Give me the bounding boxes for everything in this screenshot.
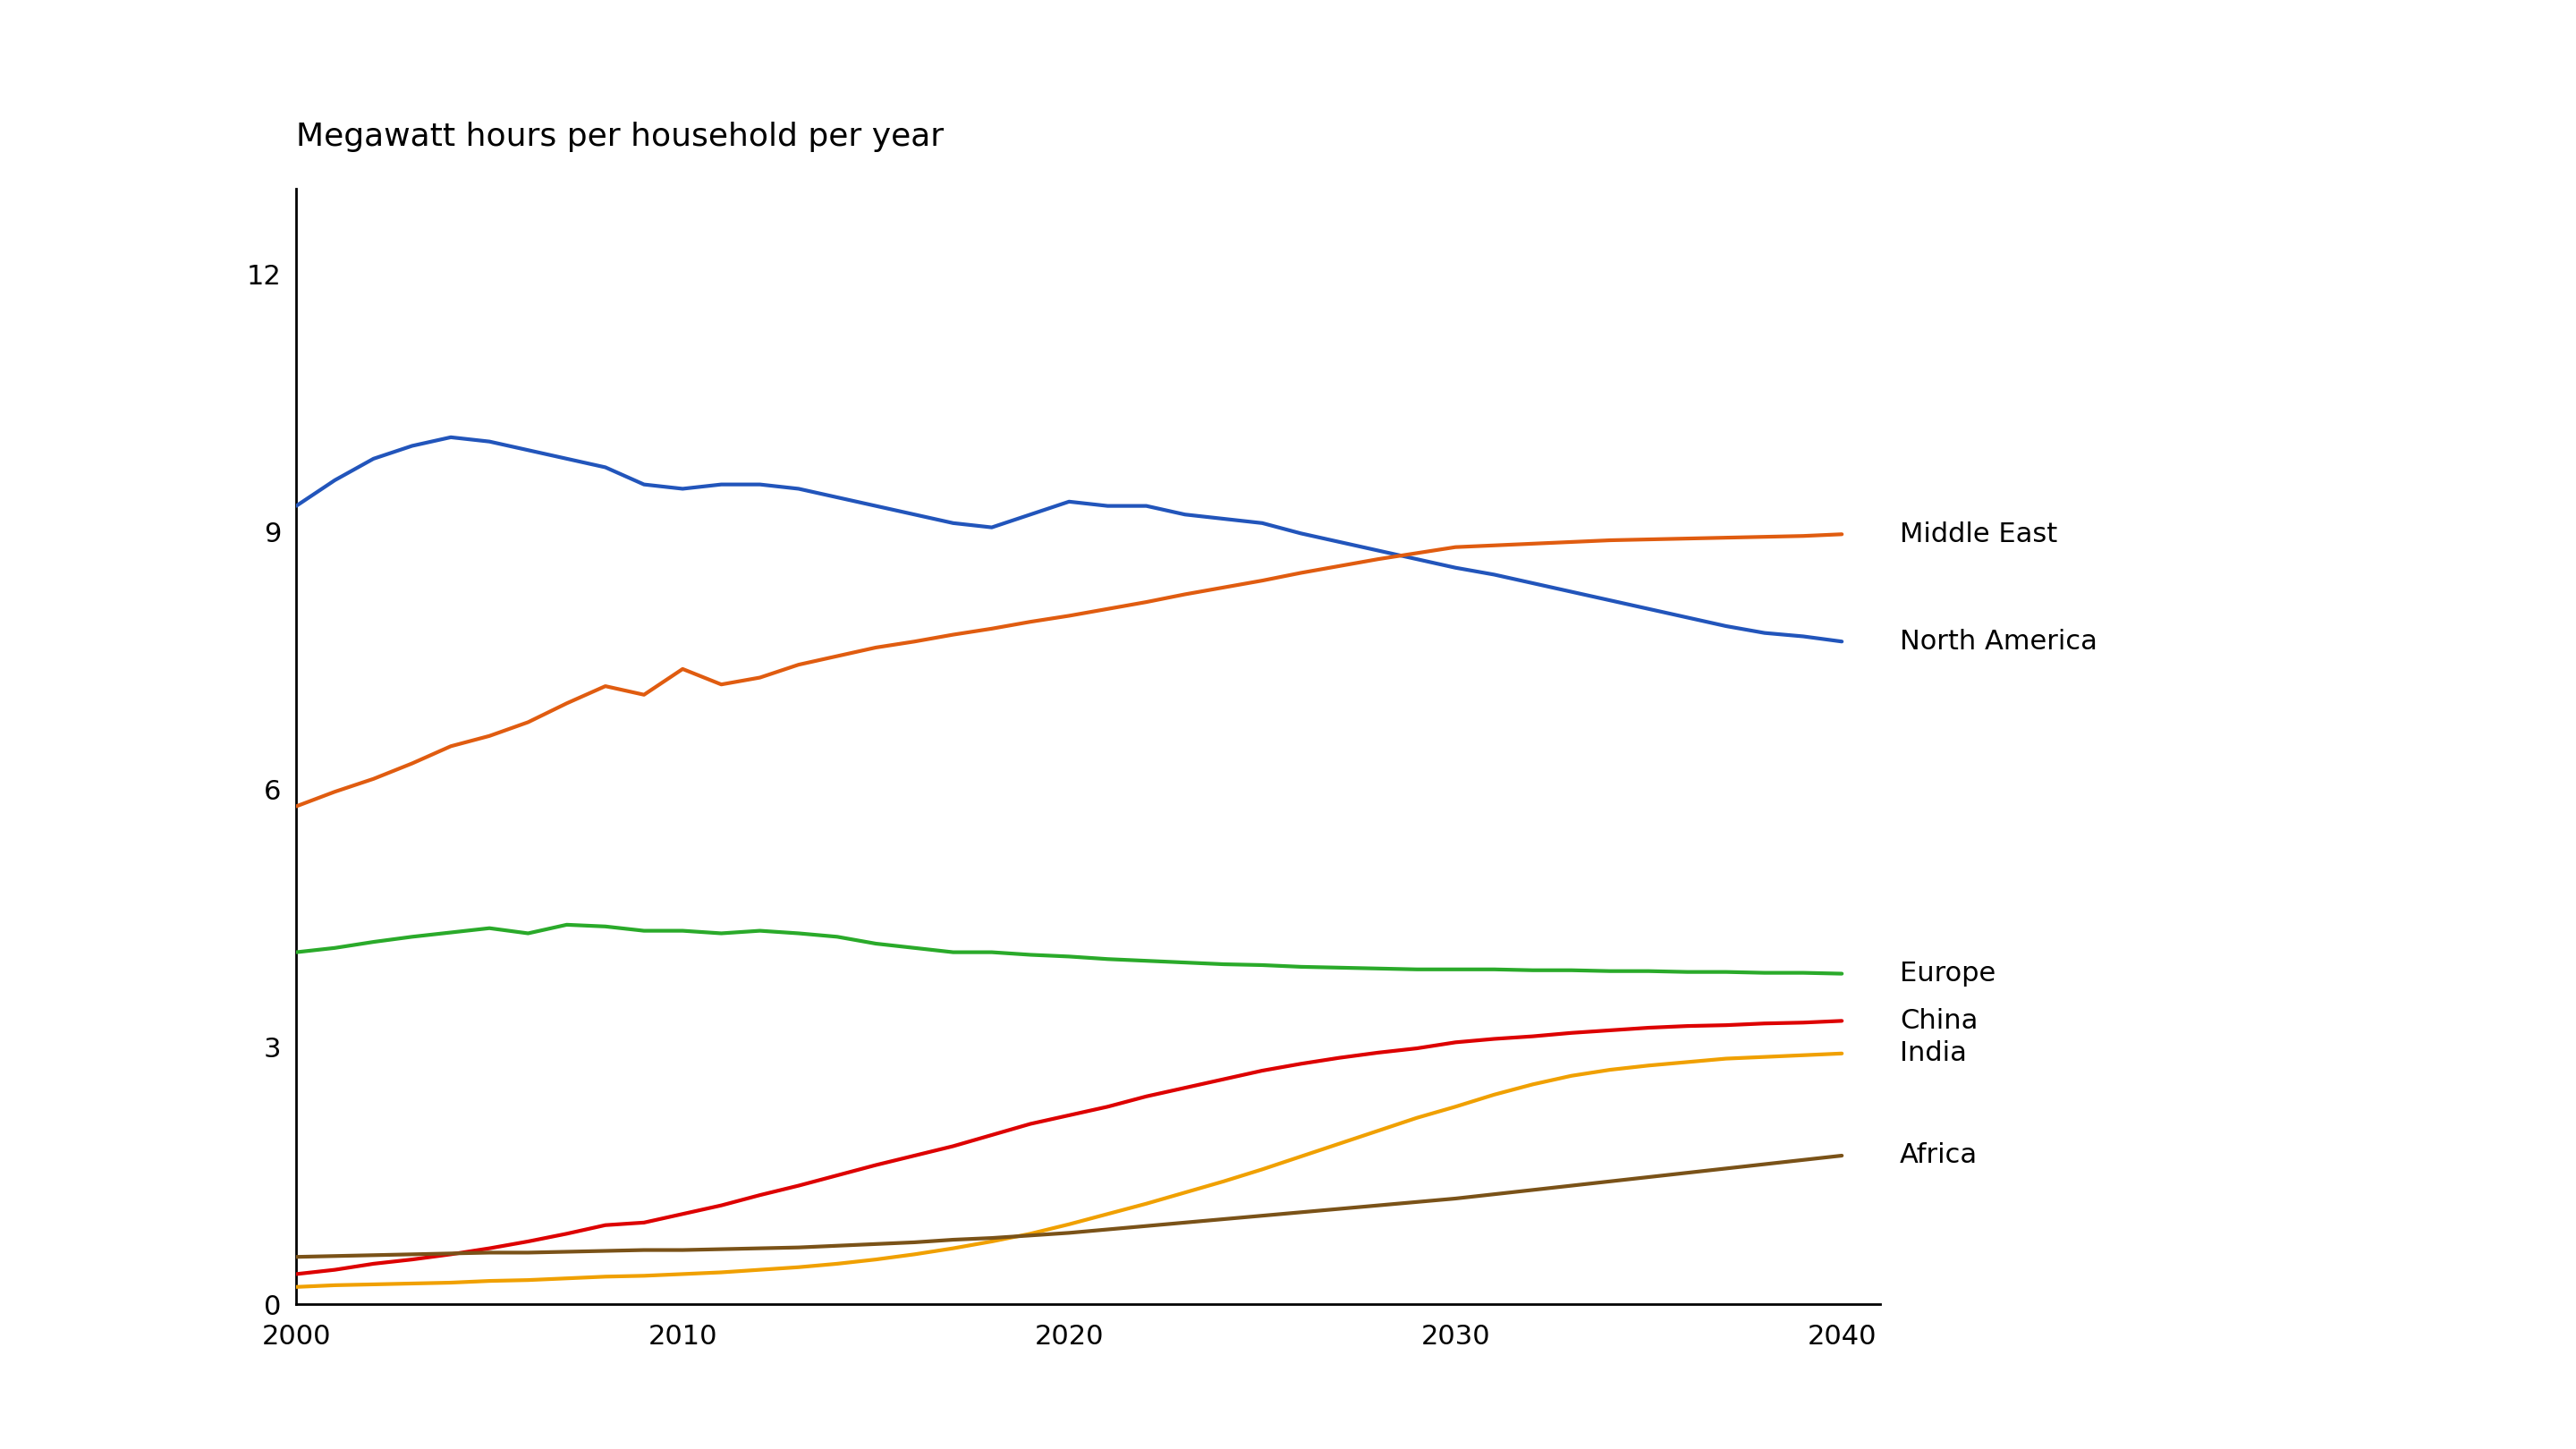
Text: Europe: Europe [1901, 961, 1996, 987]
Text: Africa: Africa [1901, 1143, 1978, 1168]
Text: Megawatt hours per household per year: Megawatt hours per household per year [296, 122, 943, 152]
Text: India: India [1901, 1040, 1965, 1066]
Text: Middle East: Middle East [1901, 522, 2058, 548]
Text: North America: North America [1901, 629, 2097, 655]
Text: China: China [1901, 1009, 1978, 1033]
